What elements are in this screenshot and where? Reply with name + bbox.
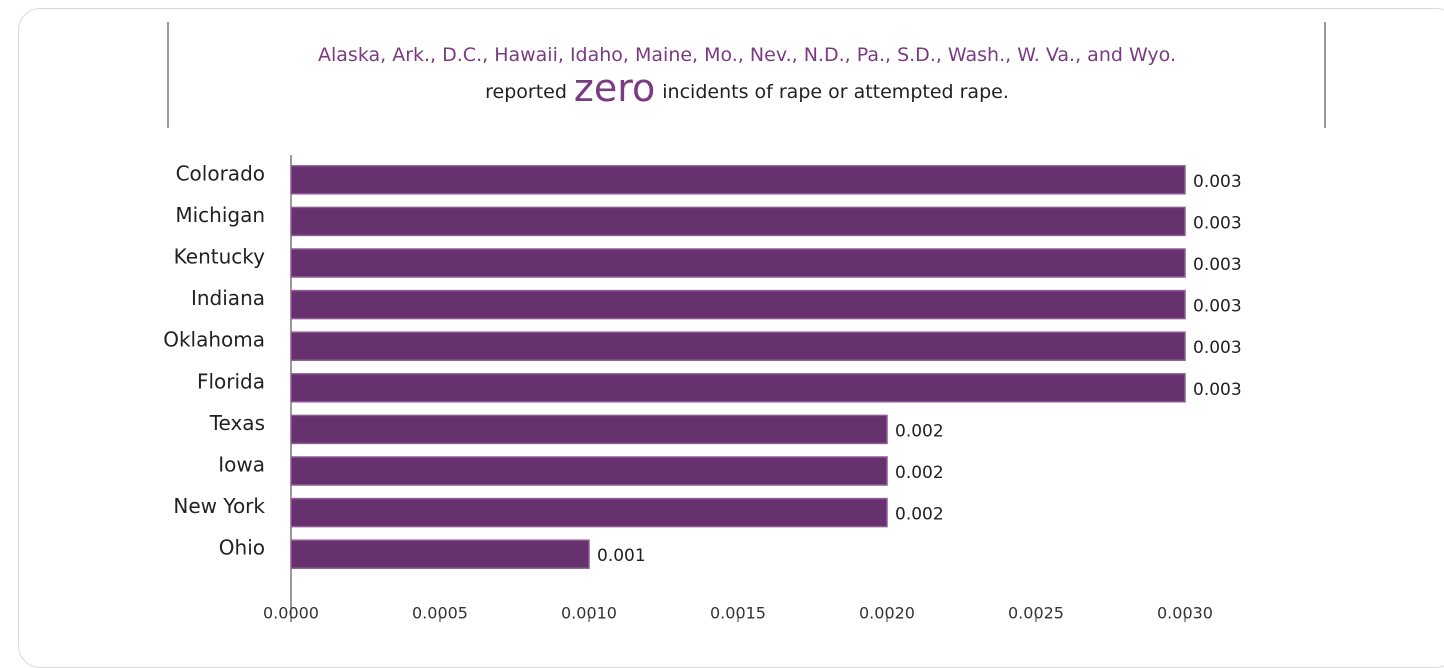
x-tick-label: 0.0005 [412,604,468,623]
value-label: 0.003 [1193,213,1242,233]
value-label: 0.002 [895,505,944,525]
chart: 0.0000 0.0005 0.0010 0.0015 0.0020 0.0025 0.00… [163,155,1242,623]
bar [290,497,888,528]
x-tick-label: 0.0020 [859,604,915,623]
y-tick-label: Ohio [219,536,265,560]
bar [290,165,1186,195]
divider [1324,22,1326,128]
annotation-text: reported [485,81,567,103]
page: {"chart_data": {"type": "bar", "orientat… [18,8,1444,668]
value-label: 0.003 [1193,172,1242,192]
annotation-text: incidents of rape or attempted rape. [662,81,1009,103]
value-label: 0.003 [1193,255,1242,275]
bar [290,539,590,569]
y-tick-label: Kentucky [174,245,265,269]
header: Alaska, Ark., D.C., Hawaii, Idaho, Maine… [170,44,1324,110]
value-label: 0.003 [1193,380,1242,400]
y-tick-label: Michigan [175,203,265,227]
value-label: 0.002 [895,463,944,483]
bar [290,289,1186,320]
x-tick-label: 0.0030 [1157,604,1213,623]
bar [290,248,1186,278]
x-tick-label: 0.0010 [561,604,617,623]
value-label: 0.003 [1193,338,1242,358]
y-tick-label: Colorado [176,161,265,185]
annotation-highlight: zero [573,66,656,110]
bar [290,206,1186,237]
y-tick-label: Texas [209,411,265,435]
y-tick-label: Oklahoma [163,328,265,352]
chart-title: Alaska, Ark., D.C., Hawaii, Idaho, Maine… [318,44,1176,66]
bar [290,331,1186,361]
value-label: 0.003 [1193,297,1242,317]
y-tick-label: Indiana [191,286,265,310]
divider [167,22,169,128]
x-tick-label: 0.0000 [263,604,319,623]
bar [290,414,888,445]
x-tick-label: 0.0025 [1008,604,1064,623]
x-tick-label: 0.0015 [710,604,766,623]
y-tick-label: Florida [197,369,265,393]
bar [290,456,888,486]
y-tick-label: New York [173,494,265,518]
y-tick-label: Iowa [218,453,265,477]
bar [290,373,1186,403]
value-label: 0.001 [597,546,646,566]
value-label: 0.002 [895,421,944,441]
annotation: reported zero incidents of rape or attempt… [170,66,1324,110]
